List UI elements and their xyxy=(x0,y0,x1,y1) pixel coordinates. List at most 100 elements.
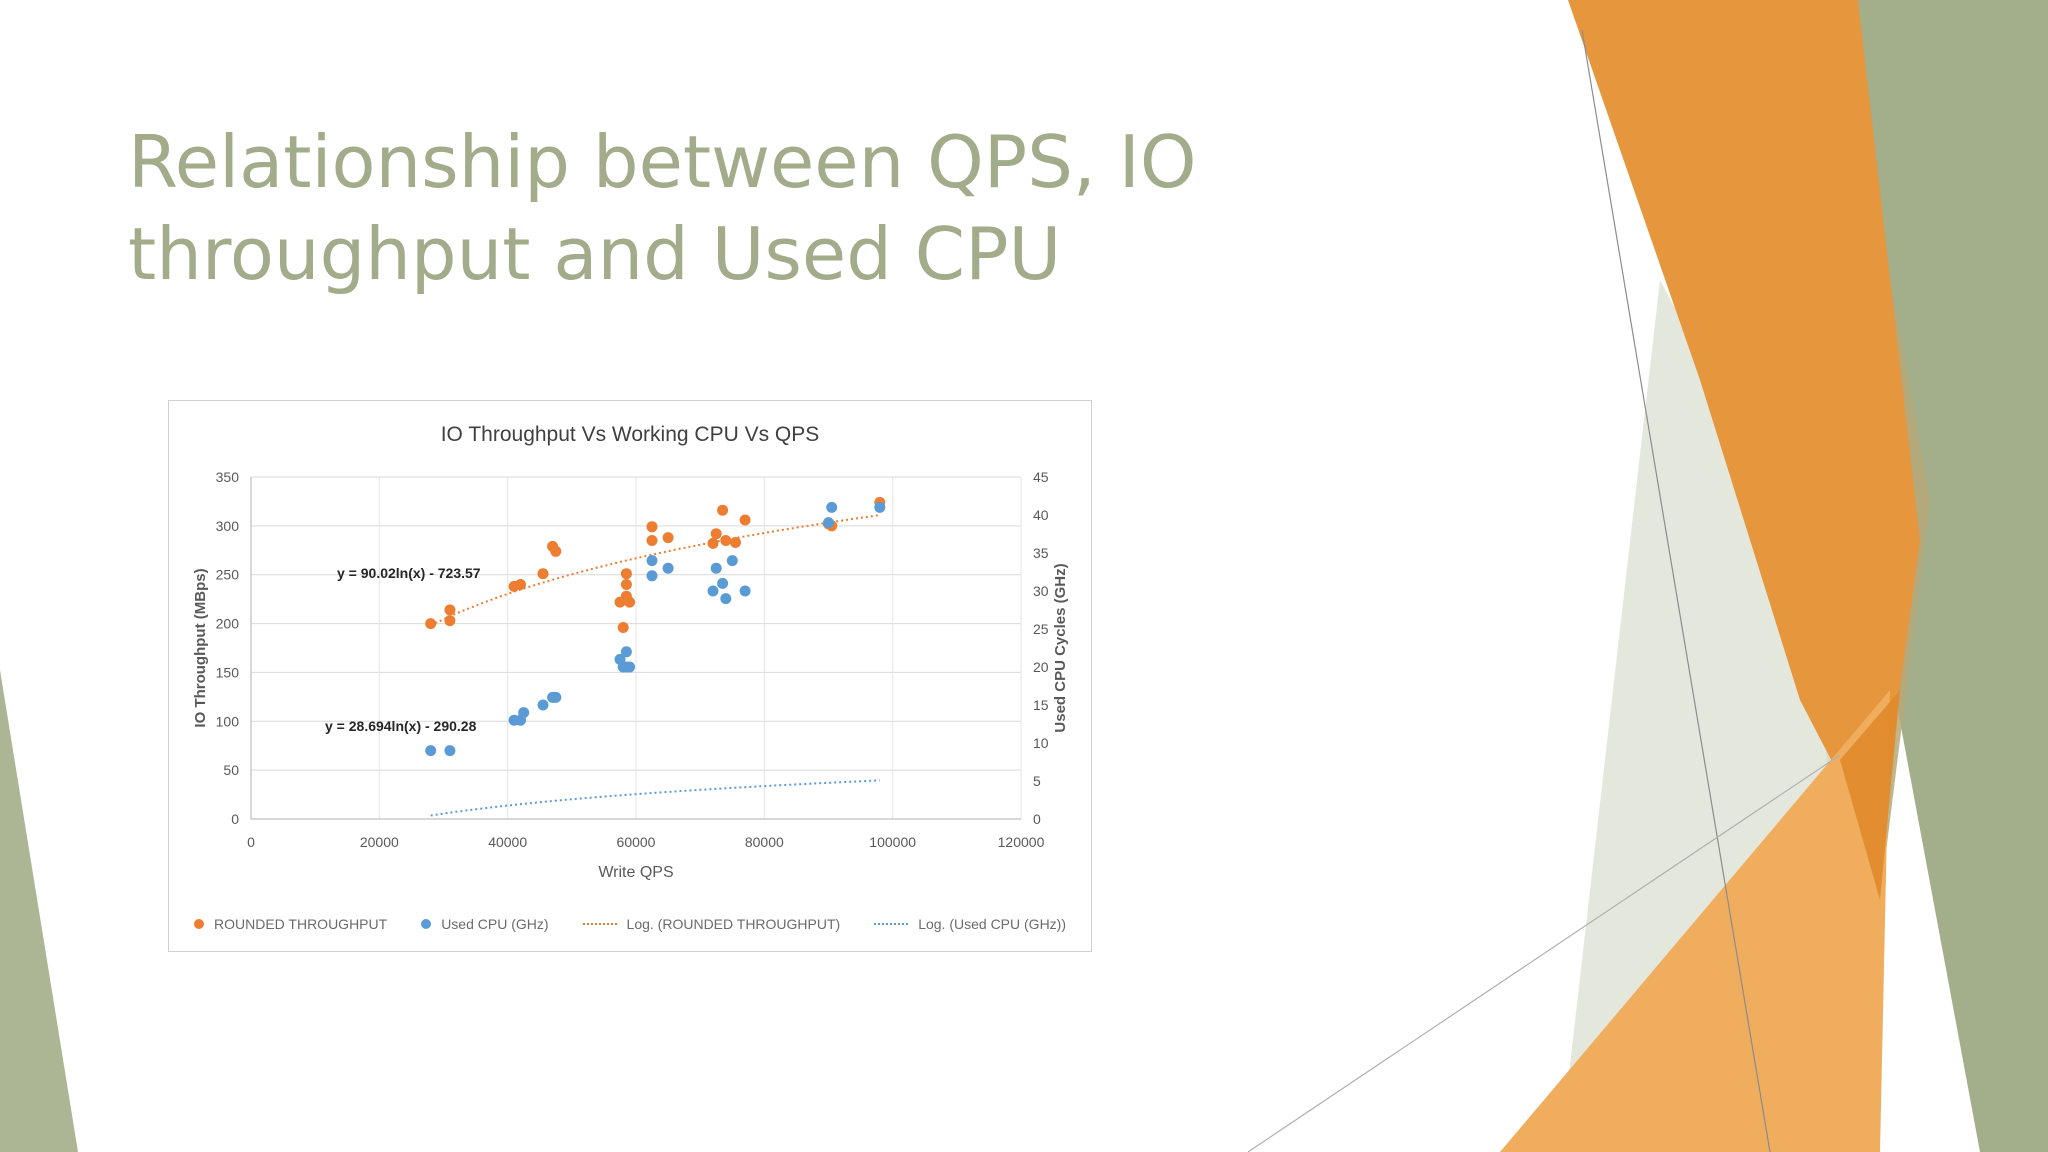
slide-title-line-1: Relationship between QPS, IO xyxy=(128,120,1197,204)
point-cpu xyxy=(726,555,738,567)
equation-label-cpu: y = 28.694ln(x) - 290.28 xyxy=(325,718,477,734)
decor-thin-line-vertical xyxy=(1581,29,1771,1152)
y2-tick-label: 0 xyxy=(1033,811,1041,827)
point-cpu xyxy=(662,562,674,574)
point-throughput xyxy=(646,535,658,546)
y-tick-label: 300 xyxy=(216,518,240,534)
x-tick-label: 20000 xyxy=(360,834,399,850)
point-throughput xyxy=(620,579,632,590)
point-cpu xyxy=(620,646,632,658)
y-tick-label: 150 xyxy=(216,664,240,680)
point-cpu xyxy=(444,745,456,757)
slide-title: Relationship between QPS, IO throughput … xyxy=(128,116,1228,300)
legend-label-throughput: ROUNDED THROUGHPUT xyxy=(213,916,388,932)
trendline-throughput xyxy=(430,514,880,627)
x-tick-label: 60000 xyxy=(617,834,656,850)
x-tick-label: 40000 xyxy=(488,834,527,850)
point-throughput xyxy=(739,514,751,526)
chart-title: IO Throughput Vs Working CPU Vs QPS xyxy=(441,423,820,446)
point-cpu xyxy=(537,699,549,711)
trendline-layer xyxy=(430,514,880,817)
point-cpu xyxy=(707,585,719,597)
point-throughput xyxy=(707,537,719,549)
grid-layer xyxy=(250,476,1022,820)
point-throughput xyxy=(730,537,741,548)
point-cpu xyxy=(646,570,658,582)
legend-item-throughput: ROUNDED THROUGHPUT xyxy=(193,916,388,932)
point-cpu xyxy=(624,661,636,673)
legend-marker-log-throughput xyxy=(582,923,617,925)
x-tick-label: 100000 xyxy=(869,834,916,850)
point-throughput xyxy=(710,528,722,540)
decor-orange-wedge xyxy=(1840,690,1900,900)
decor-left-green-shape xyxy=(0,670,78,1152)
y2-tick-label: 35 xyxy=(1033,545,1049,561)
point-throughput xyxy=(620,568,632,580)
point-cpu xyxy=(739,585,751,597)
legend-label-log-throughput: Log. (ROUNDED THROUGHPUT) xyxy=(626,916,841,932)
point-throughput xyxy=(515,579,526,590)
point-throughput xyxy=(425,618,437,630)
point-throughput xyxy=(617,622,629,633)
point-throughput xyxy=(646,521,658,533)
y2-tick-label: 10 xyxy=(1033,735,1049,751)
legend-marker-cpu xyxy=(421,919,432,929)
equation-label-throughput: y = 90.02ln(x) - 723.57 xyxy=(337,565,481,581)
y-tick-label: 350 xyxy=(216,469,240,485)
point-throughput xyxy=(550,545,562,557)
point-throughput xyxy=(444,604,456,616)
y-tick-label: 250 xyxy=(216,567,240,583)
y2-tick-label: 45 xyxy=(1033,469,1049,485)
point-layer xyxy=(425,496,886,757)
point-cpu xyxy=(425,745,437,757)
point-cpu xyxy=(646,555,658,567)
decor-thin-line-diagonal xyxy=(1247,754,1841,1152)
legend-label-cpu: Used CPU (GHz) xyxy=(441,916,549,932)
legend-item-log-throughput: Log. (ROUNDED THROUGHPUT) xyxy=(582,916,841,932)
chart-frame: 0 50 100 150 200 250 300 350 0 20000 40000 60000 800… xyxy=(168,400,1092,952)
point-cpu xyxy=(710,562,722,574)
slide-title-line-2: throughput and Used CPU xyxy=(128,212,1062,296)
x-axis-title: Write QPS xyxy=(598,864,673,881)
y-tick-label: 200 xyxy=(216,616,240,632)
chart-legend: ROUNDED THROUGHPUT Used CPU (GHz) Log. (… xyxy=(169,913,1091,935)
x-tick-label: 80000 xyxy=(745,834,784,850)
point-throughput xyxy=(720,535,732,546)
x-tick-label: 120000 xyxy=(998,834,1045,850)
point-throughput xyxy=(717,504,729,516)
point-cpu xyxy=(874,501,886,513)
point-throughput xyxy=(662,532,674,544)
point-throughput xyxy=(537,568,549,580)
y2-tick-label: 30 xyxy=(1033,583,1049,599)
x-tick-label: 0 xyxy=(247,834,255,850)
y2-tick-label: 5 xyxy=(1033,773,1041,789)
y-tick-label: 100 xyxy=(216,713,240,729)
y2-tick-label: 20 xyxy=(1033,659,1049,675)
decor-orange-lower-shape xyxy=(1500,690,1890,1152)
y2-tick-label: 40 xyxy=(1033,507,1049,523)
y-tick-label: 0 xyxy=(231,811,239,827)
point-throughput xyxy=(624,596,636,608)
y-tick-label: 50 xyxy=(223,762,239,778)
decor-orange-upper-shape xyxy=(1568,0,1920,850)
y-axis-title: IO Throughput (MBps) xyxy=(192,568,209,727)
legend-marker-log-cpu xyxy=(874,923,909,925)
legend-marker-throughput xyxy=(193,919,204,929)
legend-label-log-cpu: Log. (Used CPU (GHz)) xyxy=(918,916,1067,932)
y2-tick-label: 15 xyxy=(1033,697,1049,713)
point-cpu xyxy=(826,501,838,513)
point-cpu xyxy=(717,577,729,589)
legend-item-cpu: Used CPU (GHz) xyxy=(421,916,549,932)
y2-tick-label: 25 xyxy=(1033,621,1049,637)
point-cpu xyxy=(518,707,530,719)
legend-item-log-cpu: Log. (Used CPU (GHz)) xyxy=(874,916,1066,932)
y2-axis-title: Used CPU Cycles (GHz) xyxy=(1052,563,1069,732)
trendline-cpu xyxy=(430,779,880,817)
point-cpu xyxy=(823,517,834,529)
point-throughput xyxy=(444,615,456,627)
point-cpu xyxy=(720,593,732,605)
point-cpu xyxy=(550,691,562,703)
